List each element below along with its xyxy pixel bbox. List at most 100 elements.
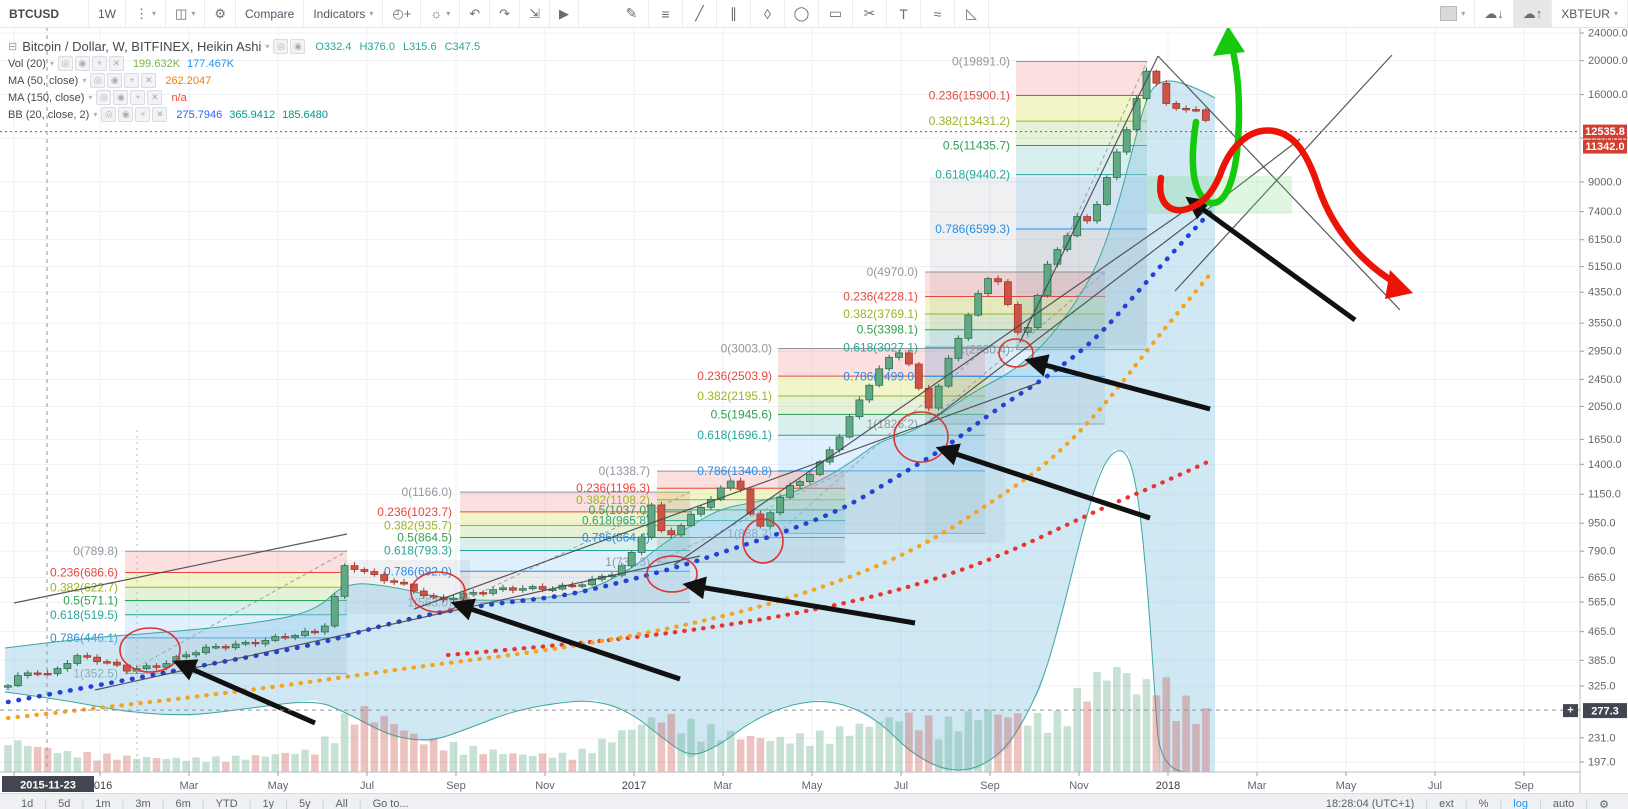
volume-bar [1023, 725, 1032, 772]
fullscreen-icon[interactable]: ⇲ [520, 0, 550, 27]
trend-line[interactable] [1174, 54, 1393, 292]
annotation-circle[interactable] [410, 571, 466, 613]
range-button-5d[interactable]: 5d [58, 798, 71, 809]
interval-button[interactable]: 1W [89, 0, 126, 27]
trend-line[interactable] [13, 533, 348, 604]
bb-basis-dotted-line[interactable] [5, 204, 1218, 705]
trend-line[interactable] [413, 382, 1039, 610]
trend-line[interactable] [1157, 55, 1401, 311]
load-chart-button[interactable]: ☁↓ [1475, 0, 1514, 27]
alert-add-icon[interactable]: ◴+ [383, 0, 422, 27]
trend-line[interactable] [673, 193, 1210, 566]
range-button-goto[interactable]: Go to... [372, 798, 409, 809]
annotation-circle[interactable] [742, 518, 784, 564]
indicator-action-icon[interactable]: + [130, 90, 146, 105]
indicator-action-icon[interactable]: ✕ [152, 107, 168, 122]
save-chart-button[interactable]: ☁↑ [1513, 0, 1553, 27]
axis-mode-auto[interactable]: auto [1552, 798, 1575, 809]
parallel-channel-tool-button[interactable]: ∥ [717, 0, 751, 27]
indicator-action-icon[interactable]: ✕ [147, 90, 163, 105]
annotation-circle[interactable] [998, 338, 1034, 368]
symbol-search-button[interactable]: BTCUSD [0, 0, 89, 27]
indicator-action-icon[interactable]: ◉ [74, 56, 90, 71]
indicator-action-icon[interactable]: ◉ [113, 90, 129, 105]
indicator-action-icon[interactable]: ✕ [141, 73, 157, 88]
legend-icon[interactable]: ◎ [273, 39, 289, 54]
axis-settings-gear-icon[interactable]: ⚙ [1599, 798, 1609, 809]
compare-button[interactable]: Compare [236, 0, 305, 27]
range-button-1y[interactable]: 1y [262, 798, 275, 809]
indicator-row-1[interactable]: Vol (20) ▾ ◎ ◉ + ✕ 199.632K 177.467K [8, 55, 480, 72]
trend-line[interactable] [924, 138, 1301, 426]
indicator-action-icon[interactable]: ◎ [101, 107, 117, 122]
annotation-arrow-black[interactable] [172, 659, 317, 726]
ideas-bulb-icon[interactable]: ☼ ▾ [421, 0, 461, 27]
annotation-circle[interactable] [646, 555, 698, 593]
range-button-1d[interactable]: 1d [21, 798, 34, 809]
annotation-arrow-black[interactable] [450, 598, 681, 682]
trend-angle-tool-button[interactable]: ◺ [955, 0, 989, 27]
indicator-action-icon[interactable]: ◉ [107, 73, 123, 88]
axis-mode-ext[interactable]: ext [1439, 798, 1454, 809]
eraser-tool-button[interactable]: ◊ [751, 0, 785, 27]
candle-body [726, 480, 735, 489]
drawing-color-swatch[interactable]: ▾ [1431, 0, 1476, 27]
undo-icon[interactable]: ↶ [460, 0, 491, 27]
ma50-dotted-line[interactable] [5, 269, 1215, 721]
brush-tool-button[interactable]: ✎ [615, 0, 649, 27]
range-button-ytd[interactable]: YTD [215, 798, 238, 809]
indicators-button[interactable]: Indicators ▾ [304, 0, 384, 27]
annotation-arrow-black[interactable] [935, 443, 1151, 521]
ma150-dotted-line[interactable] [445, 457, 1215, 658]
watchlist-symbol-button[interactable]: XBTEUR ▾ [1552, 0, 1628, 27]
indicator-action-icon[interactable]: + [91, 56, 107, 71]
trend-line-tool-button[interactable]: ╱ [683, 0, 717, 27]
collapse-legend-icon[interactable]: ⊟ [8, 41, 18, 53]
time-axis-area[interactable] [0, 773, 1628, 794]
legend-main-row[interactable]: ⊟ Bitcoin / Dollar, W, BITFINEX, Heikin … [8, 38, 480, 55]
indicator-action-icon[interactable]: ◎ [96, 90, 112, 105]
range-button-1m[interactable]: 1m [95, 798, 111, 809]
price-axis-area[interactable] [1580, 27, 1628, 809]
annotation-arrow-black[interactable] [1024, 354, 1211, 412]
time-tick-label: Nov [1069, 780, 1089, 792]
interval-menu-icon[interactable]: ⋮ ▾ [126, 0, 167, 27]
fib-level-label: 0.786(692.0) [384, 564, 452, 578]
candle-body [113, 661, 121, 666]
curve-tool-button[interactable]: ≈ [921, 0, 955, 27]
projection-arrow-green[interactable] [1189, 40, 1243, 207]
indicator-action-icon[interactable]: ✕ [108, 56, 124, 71]
text-tool-button[interactable]: T [887, 0, 921, 27]
indicator-row-3[interactable]: MA (150, close) ▾ ◎ ◉ + ✕ n/a [8, 89, 480, 106]
redo-icon[interactable]: ↷ [490, 0, 521, 27]
indicator-action-icon[interactable]: ◉ [118, 107, 134, 122]
rectangle-tool-button[interactable]: ▭ [819, 0, 853, 27]
indicator-action-icon[interactable]: + [124, 73, 140, 88]
chart-properties-gear-icon[interactable]: ⚙ [205, 0, 236, 27]
candle-body [63, 663, 72, 669]
chart-style-icon[interactable]: ◫ ▾ [166, 0, 206, 27]
projection-arrow-red[interactable] [1157, 127, 1403, 289]
indicator-row-2[interactable]: MA (50, close) ▾ ◎ ◉ + ✕ 262.2047 [8, 72, 480, 89]
annotation-arrow-black[interactable] [682, 576, 916, 626]
indicator-action-icon[interactable]: ◎ [90, 73, 106, 88]
range-button-all[interactable]: All [335, 798, 348, 809]
annotation-circle[interactable] [119, 627, 181, 673]
trend-line[interactable] [1019, 55, 1159, 343]
fib-retracement-tool-button[interactable]: ≡ [649, 0, 683, 27]
axis-mode-log[interactable]: log [1513, 798, 1528, 809]
annotation-arrow-black[interactable] [1185, 196, 1357, 323]
indicator-action-icon[interactable]: + [135, 107, 151, 122]
indicator-action-icon[interactable]: ◎ [57, 56, 73, 71]
annotation-circle[interactable] [893, 411, 949, 463]
axis-mode-%[interactable]: % [1478, 798, 1489, 809]
range-button-5y[interactable]: 5y [298, 798, 311, 809]
publish-play-icon[interactable]: ▶ [550, 0, 579, 27]
range-button-3m[interactable]: 3m [135, 798, 151, 809]
range-button-6m[interactable]: 6m [175, 798, 191, 809]
indicator-row-4[interactable]: BB (20, close, 2) ▾ ◎ ◉ + ✕ 275.7946 365.9412 18… [8, 106, 480, 123]
legend-icon[interactable]: ◉ [290, 39, 306, 54]
remove-drawings-scissors-button[interactable]: ✂ [853, 0, 887, 27]
ellipse-tool-button[interactable]: ◯ [785, 0, 819, 27]
